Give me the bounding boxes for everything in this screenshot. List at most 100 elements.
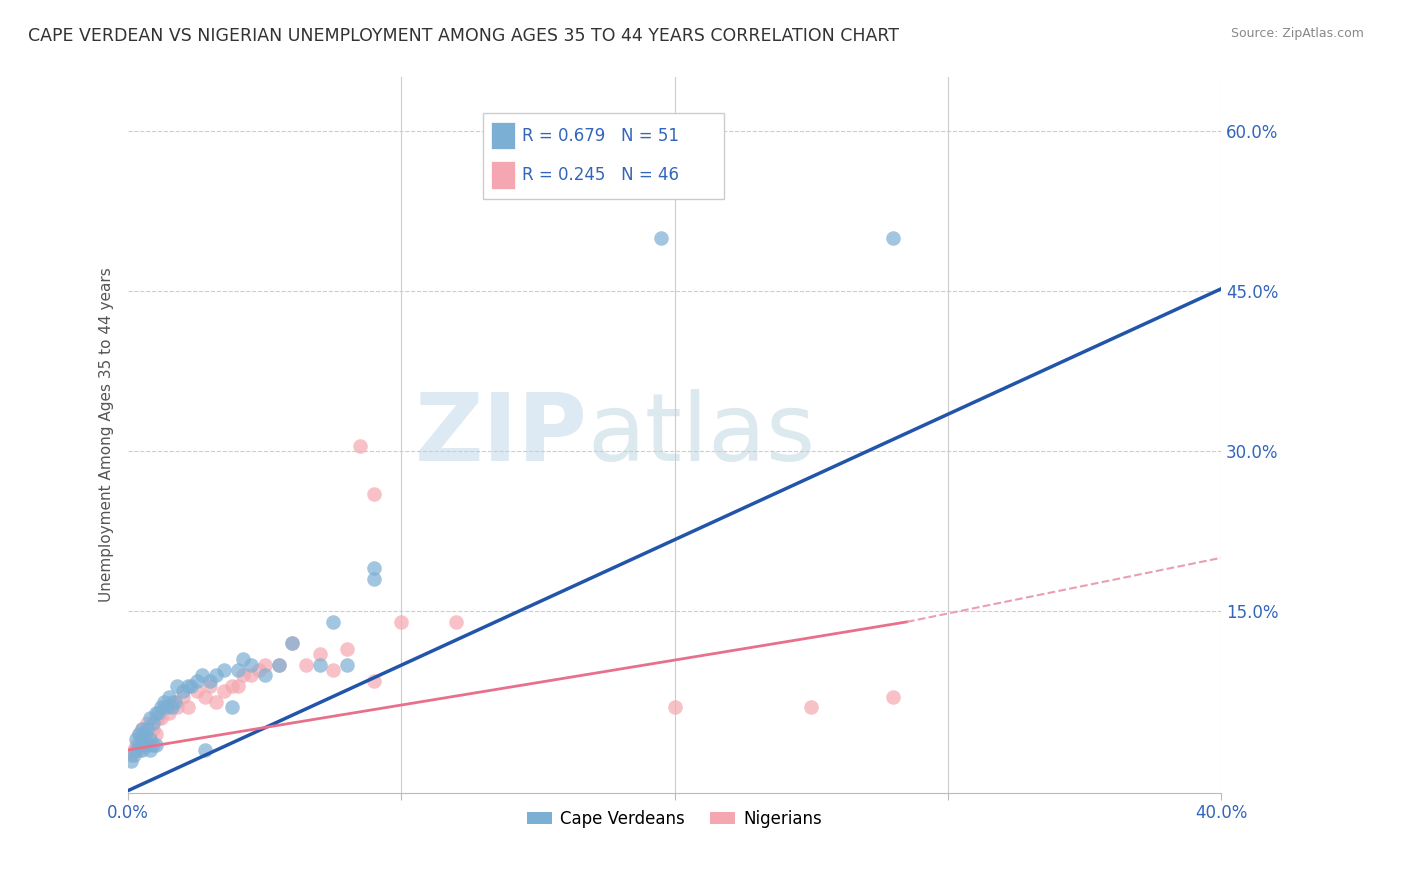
Point (204, 695, 226, 709)
Point (131, 743, 153, 757)
Point (166, 679, 188, 693)
Point (172, 684, 194, 698)
Point (152, 695, 174, 709)
Point (131, 722, 153, 736)
Point (194, 690, 217, 704)
Point (139, 743, 162, 757)
Point (308, 647, 330, 661)
Point (177, 700, 200, 714)
Point (142, 738, 165, 752)
Point (150, 711, 173, 725)
Point (295, 657, 318, 672)
Point (142, 722, 165, 736)
Point (267, 657, 290, 672)
Text: Source: ZipAtlas.com: Source: ZipAtlas.com (1230, 27, 1364, 40)
Point (125, 738, 148, 752)
Point (136, 722, 159, 736)
Point (226, 663, 249, 677)
Point (145, 706, 167, 720)
Point (139, 711, 162, 725)
Point (177, 679, 200, 693)
Point (232, 668, 254, 682)
Point (136, 716, 159, 731)
Point (120, 748, 142, 763)
Point (336, 641, 359, 656)
Point (221, 700, 243, 714)
Point (128, 727, 150, 741)
Point (145, 738, 167, 752)
Point (172, 690, 194, 704)
Point (136, 738, 159, 752)
Point (148, 711, 170, 725)
Point (204, 668, 226, 682)
Point (363, 561, 385, 575)
Point (882, 230, 904, 244)
Point (136, 738, 159, 752)
Point (281, 636, 304, 650)
Point (247, 663, 270, 677)
Point (200, 673, 222, 688)
Point (882, 690, 904, 704)
Point (122, 743, 145, 757)
Point (253, 668, 276, 682)
Point (444, 615, 467, 629)
Point (152, 700, 174, 714)
Point (281, 636, 304, 650)
Text: atlas: atlas (588, 389, 815, 481)
Point (148, 706, 170, 720)
Point (186, 673, 208, 688)
Point (800, 700, 823, 714)
Point (363, 572, 385, 586)
Point (194, 743, 217, 757)
Point (128, 727, 150, 741)
Point (322, 663, 344, 677)
Point (650, 230, 672, 244)
Point (120, 754, 142, 768)
Y-axis label: Unemployment Among Ages 35 to 44 years: Unemployment Among Ages 35 to 44 years (100, 268, 114, 602)
Point (212, 684, 235, 698)
Point (186, 684, 208, 698)
Point (157, 706, 180, 720)
Point (664, 700, 686, 714)
Point (125, 732, 148, 747)
Point (131, 722, 153, 736)
Point (336, 657, 359, 672)
Point (240, 657, 263, 672)
Point (139, 732, 162, 747)
Point (363, 673, 385, 688)
Point (150, 700, 173, 714)
Legend: Cape Verdeans, Nigerians: Cape Verdeans, Nigerians (520, 803, 830, 834)
Point (160, 700, 183, 714)
Point (267, 657, 290, 672)
Point (212, 663, 235, 677)
Point (163, 695, 186, 709)
Point (253, 657, 276, 672)
Point (166, 700, 188, 714)
Point (131, 738, 153, 752)
Point (145, 727, 167, 741)
Text: ZIP: ZIP (415, 389, 588, 481)
Point (122, 748, 145, 763)
Point (308, 657, 330, 672)
Point (128, 743, 150, 757)
Point (139, 732, 162, 747)
Point (240, 668, 263, 682)
Text: CAPE VERDEAN VS NIGERIAN UNEMPLOYMENT AMONG AGES 35 TO 44 YEARS CORRELATION CHAR: CAPE VERDEAN VS NIGERIAN UNEMPLOYMENT AM… (28, 27, 898, 45)
Point (155, 700, 177, 714)
Point (191, 668, 214, 682)
Point (134, 738, 156, 752)
Point (232, 652, 254, 666)
Point (221, 679, 243, 693)
Point (200, 679, 222, 693)
Point (134, 732, 156, 747)
Point (131, 732, 153, 747)
Point (322, 615, 344, 629)
Point (180, 679, 202, 693)
Point (134, 727, 156, 741)
Point (226, 679, 249, 693)
Point (349, 439, 371, 453)
Point (363, 487, 385, 501)
Point (391, 615, 413, 629)
Point (157, 690, 180, 704)
Point (128, 738, 150, 752)
